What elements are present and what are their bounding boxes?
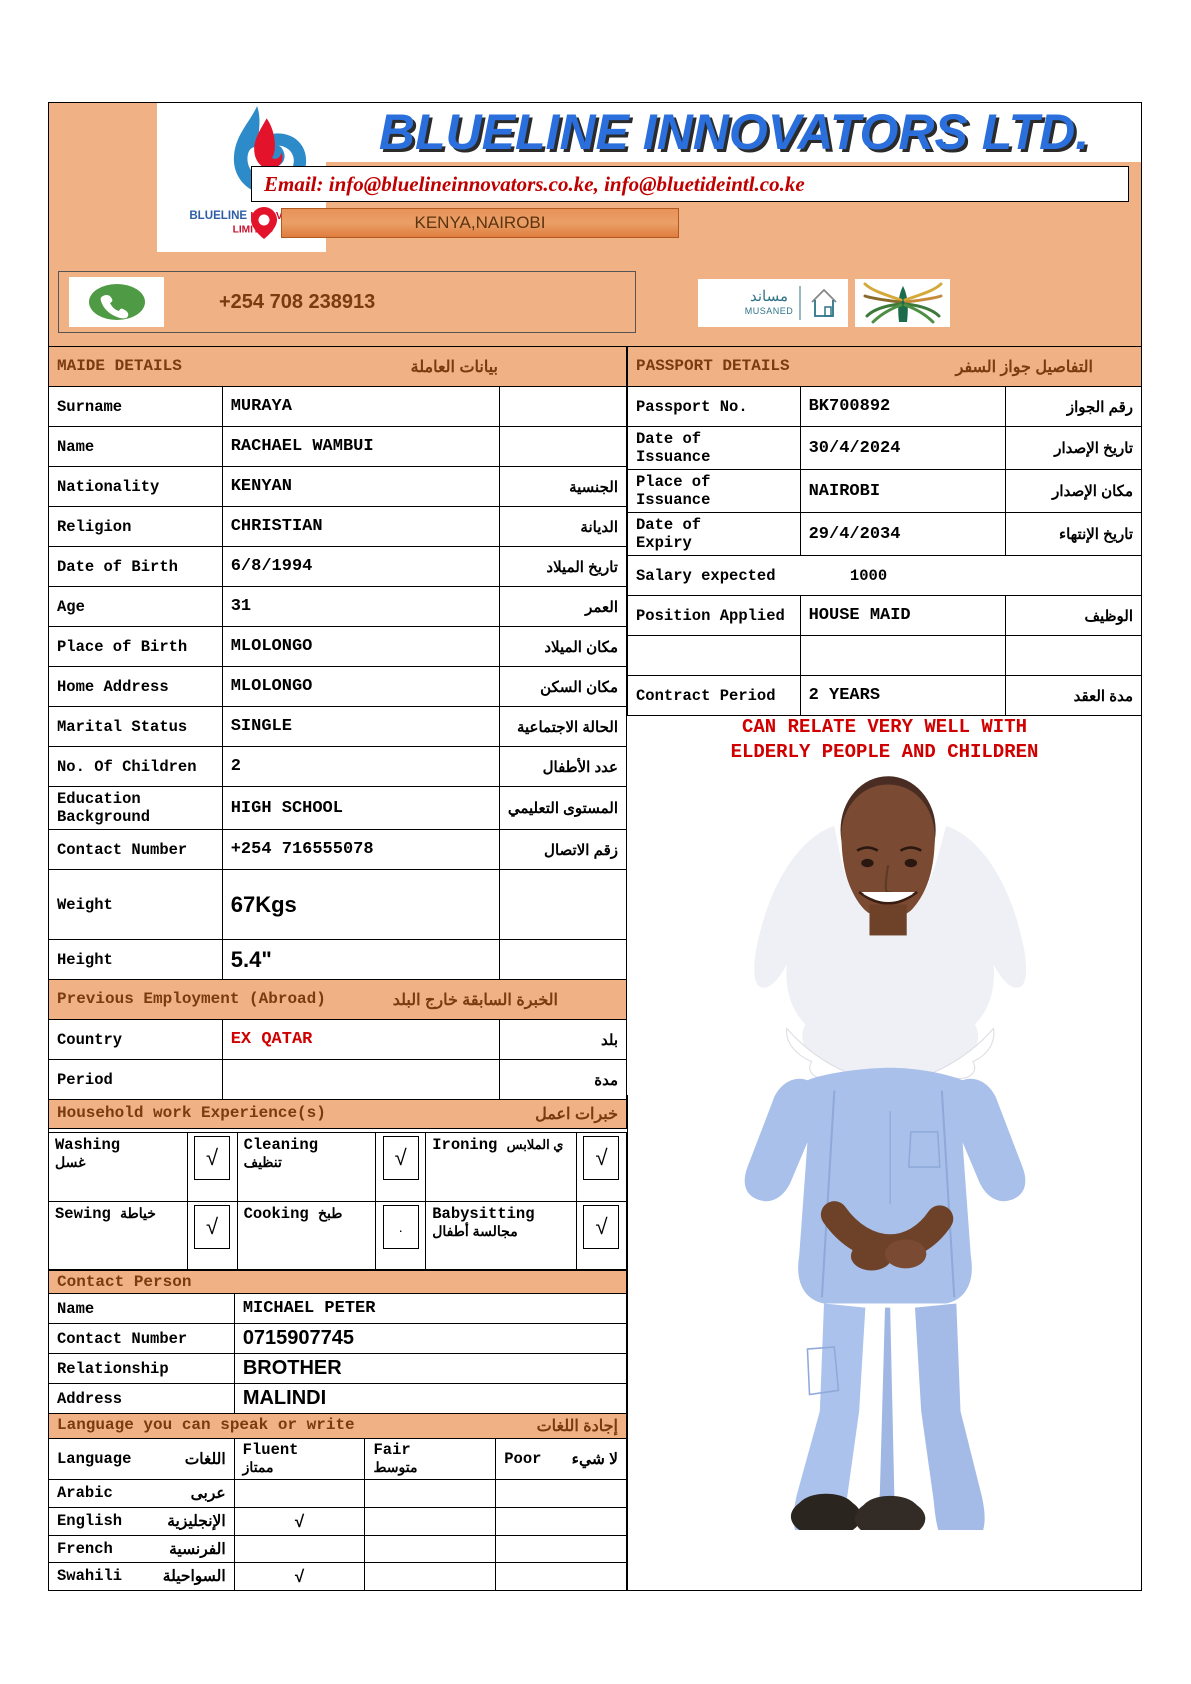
svg-text:MUSANED: MUSANED [745,306,794,316]
svg-text:مساند: مساند [750,288,788,305]
